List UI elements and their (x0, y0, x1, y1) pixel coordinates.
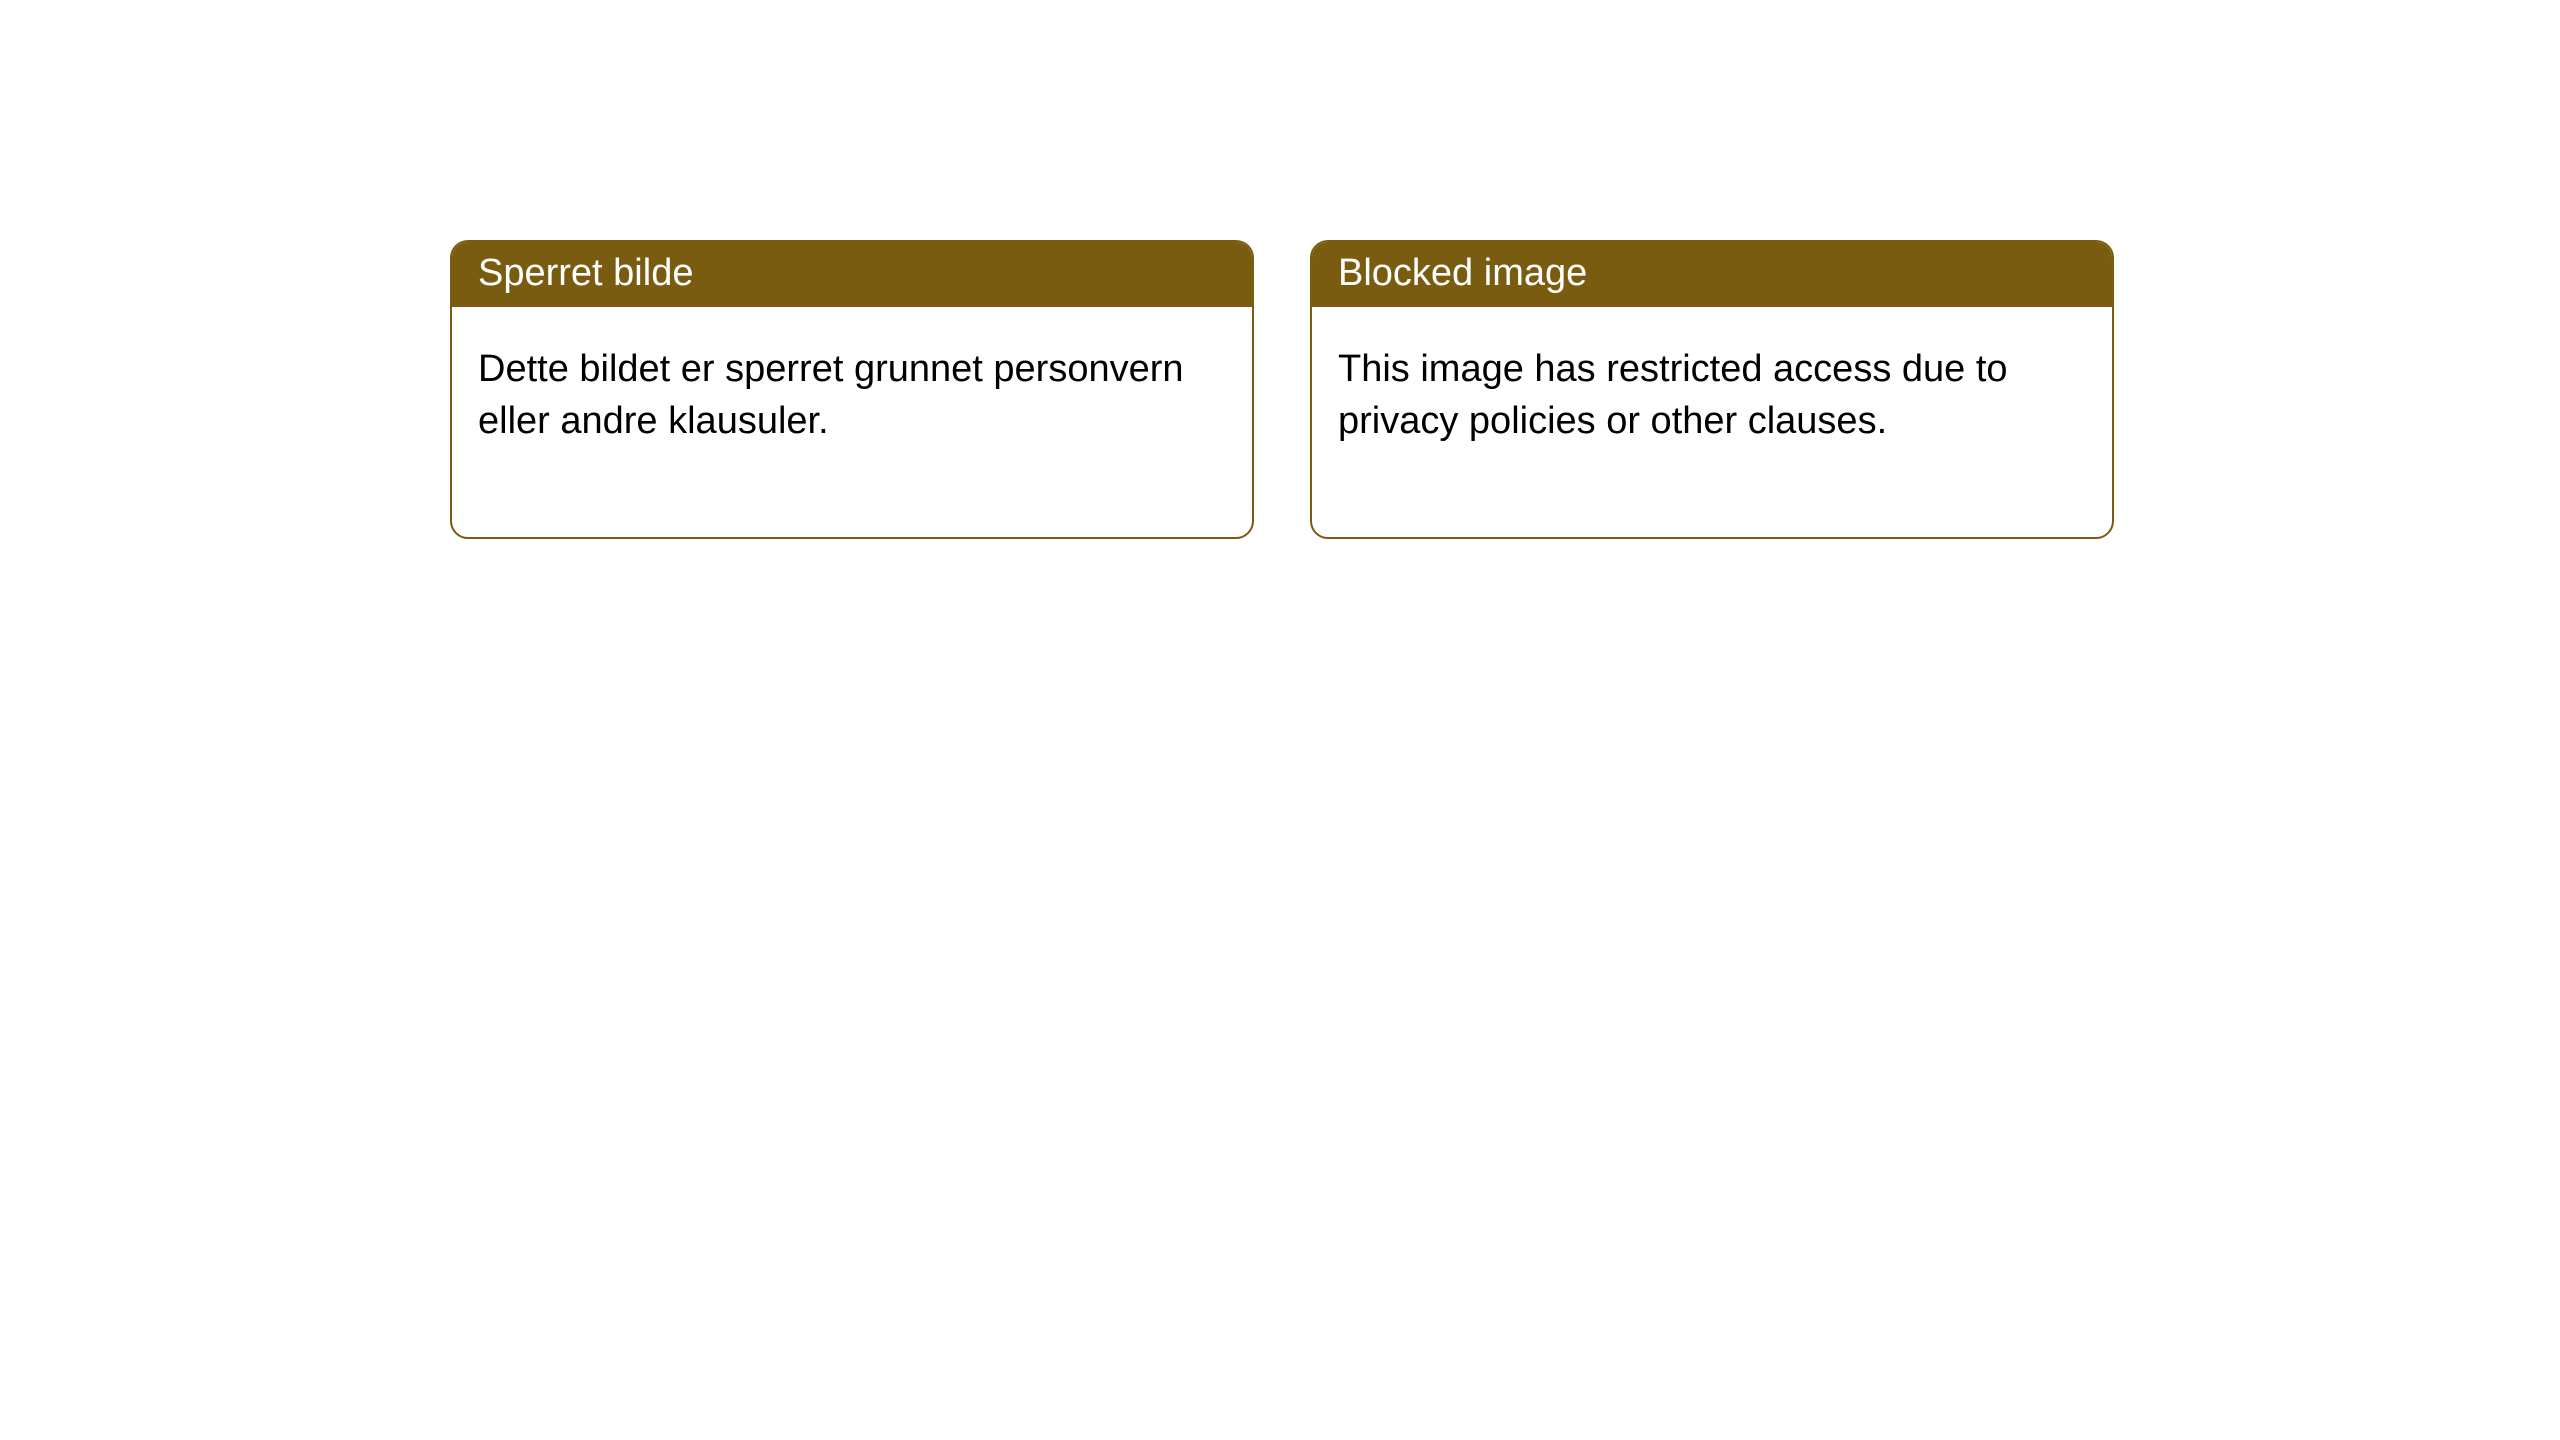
notice-box-norwegian: Sperret bilde Dette bildet er sperret gr… (450, 240, 1254, 539)
notice-container: Sperret bilde Dette bildet er sperret gr… (0, 0, 2560, 539)
notice-body-norwegian: Dette bildet er sperret grunnet personve… (452, 307, 1252, 537)
notice-header-norwegian: Sperret bilde (452, 242, 1252, 307)
notice-body-english: This image has restricted access due to … (1312, 307, 2112, 537)
notice-header-english: Blocked image (1312, 242, 2112, 307)
notice-box-english: Blocked image This image has restricted … (1310, 240, 2114, 539)
